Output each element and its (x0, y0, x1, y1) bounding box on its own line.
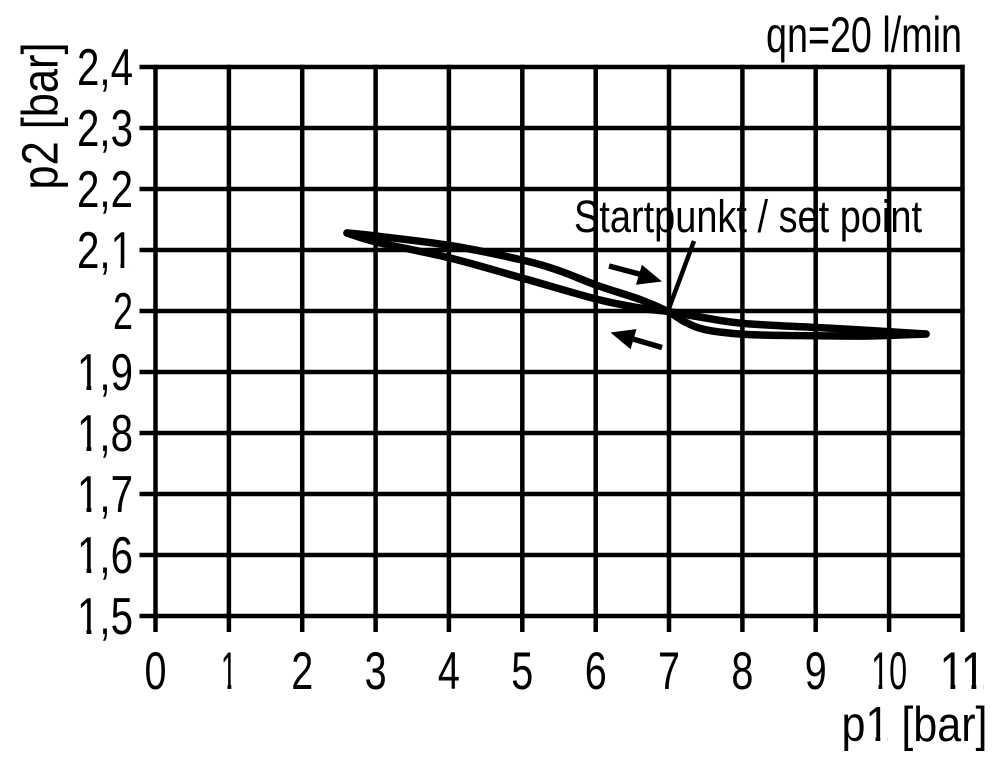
svg-text:10: 10 (871, 642, 907, 701)
svg-text:9: 9 (805, 642, 827, 701)
svg-text:6: 6 (585, 642, 607, 701)
svg-text:5: 5 (511, 642, 533, 701)
svg-text:2: 2 (113, 282, 133, 340)
svg-text:2,2: 2,2 (77, 160, 133, 218)
svg-text:1,8: 1,8 (77, 404, 133, 462)
svg-text:p1 [bar]: p1 [bar] (842, 697, 988, 752)
svg-text:1,9: 1,9 (77, 343, 133, 401)
svg-text:4: 4 (438, 642, 460, 701)
svg-text:p2 [bar]: p2 [bar] (12, 43, 69, 190)
svg-text:Startpunkt / set point: Startpunkt / set point (574, 191, 922, 242)
svg-text:qn=20 l/min: qn=20 l/min (766, 7, 962, 63)
svg-text:1,7: 1,7 (77, 465, 133, 523)
svg-text:2: 2 (291, 642, 313, 701)
svg-text:11: 11 (940, 642, 986, 701)
svg-text:2,4: 2,4 (77, 38, 133, 96)
svg-text:2,1: 2,1 (77, 221, 133, 279)
svg-text:3: 3 (365, 642, 387, 701)
svg-text:1,5: 1,5 (77, 587, 133, 645)
svg-text:7: 7 (658, 642, 680, 701)
svg-text:0: 0 (145, 642, 167, 701)
svg-text:1,6: 1,6 (77, 526, 133, 584)
svg-text:1: 1 (221, 642, 237, 701)
svg-text:2,3: 2,3 (77, 99, 133, 157)
svg-text:8: 8 (731, 642, 753, 701)
